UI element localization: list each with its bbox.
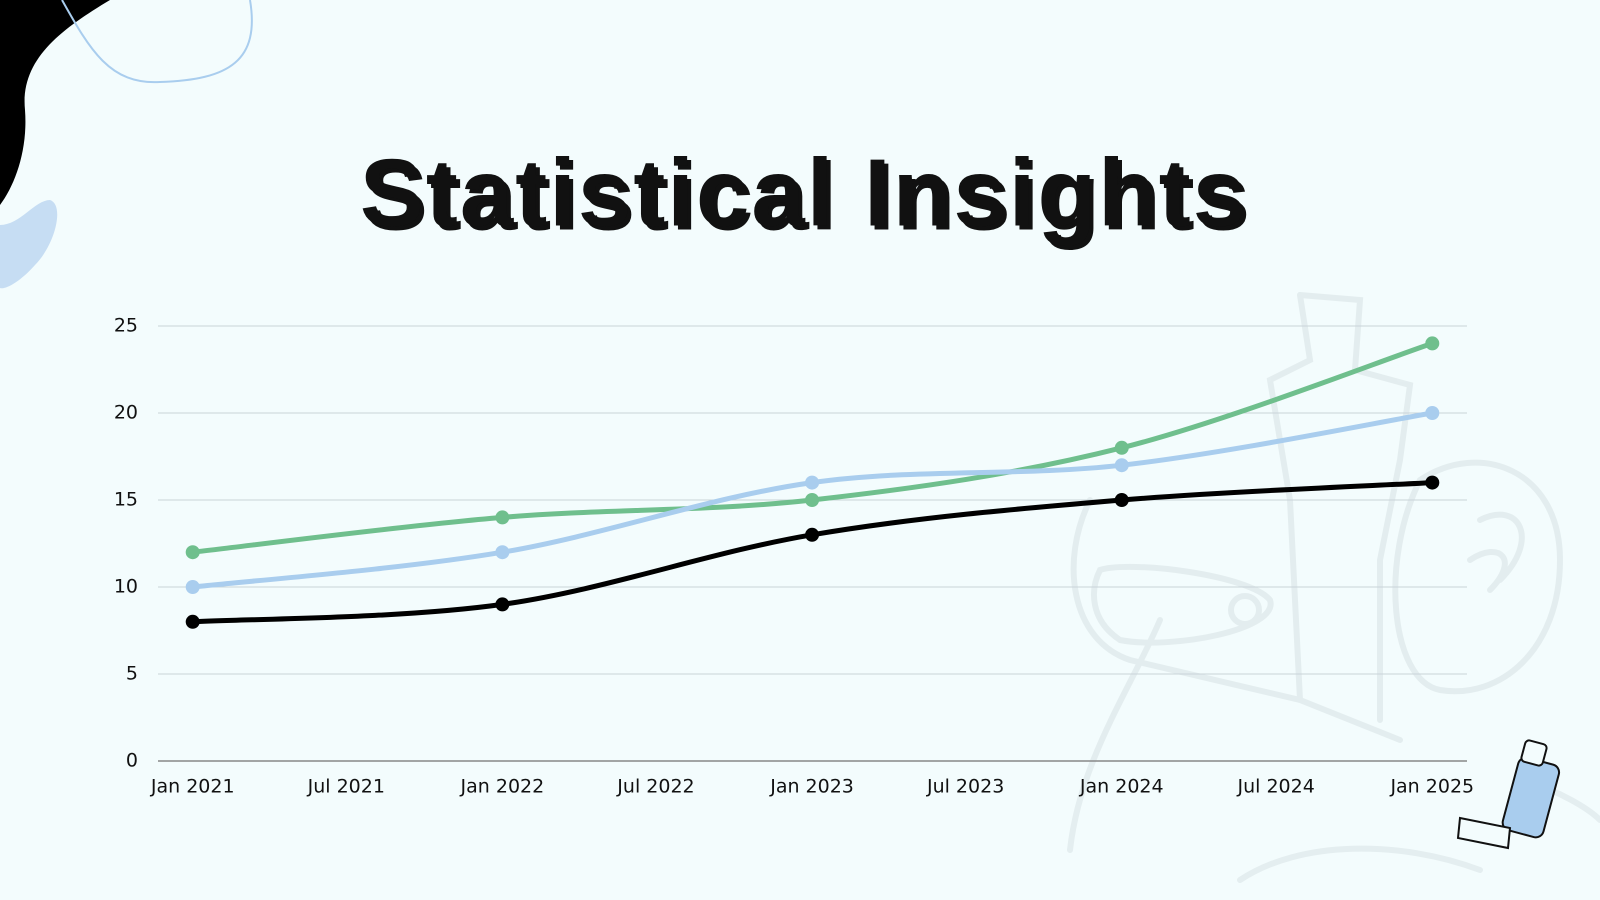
x-tick-label: Jul 2023 <box>926 776 1004 798</box>
data-point <box>805 493 820 507</box>
chart-title: Statistical Insights <box>360 139 1248 246</box>
x-tick-label: Jan 2023 <box>769 776 854 798</box>
x-tick-label: Jan 2025 <box>1389 776 1474 798</box>
data-point <box>1425 406 1440 420</box>
data-point <box>1114 493 1129 507</box>
data-point <box>1425 475 1440 490</box>
data-point <box>1114 440 1129 455</box>
y-tick-label: 25 <box>114 315 138 337</box>
data-point <box>185 614 200 629</box>
data-point <box>185 545 200 560</box>
y-tick-label: 15 <box>114 489 138 511</box>
data-point <box>495 510 510 525</box>
decor-outline <box>61 0 253 84</box>
x-tick-label: Jan 2021 <box>150 776 235 798</box>
x-tick-label: Jul 2022 <box>616 776 694 798</box>
chart-title-shadow: Statistical Insights <box>364 143 1252 250</box>
data-point <box>1114 458 1129 473</box>
x-tick-label: Jan 2022 <box>460 776 545 798</box>
data-point <box>805 527 820 542</box>
data-point <box>185 580 200 594</box>
data-point <box>1425 336 1440 351</box>
data-point <box>495 545 510 560</box>
data-point <box>495 597 510 612</box>
x-tick-label: Jul 2021 <box>307 776 385 798</box>
y-tick-label: 10 <box>114 576 138 598</box>
decor-blob <box>0 200 58 289</box>
y-tick-label: 0 <box>126 750 138 772</box>
x-tick-label: Jan 2024 <box>1079 776 1164 798</box>
y-tick-label: 5 <box>126 663 138 685</box>
y-tick-label: 20 <box>114 402 138 424</box>
decor-sketch <box>1067 292 1600 883</box>
decor-inhaler <box>1456 739 1561 850</box>
data-point <box>805 475 820 490</box>
decor-blob <box>0 0 110 205</box>
x-tick-label: Jul 2024 <box>1237 776 1315 798</box>
